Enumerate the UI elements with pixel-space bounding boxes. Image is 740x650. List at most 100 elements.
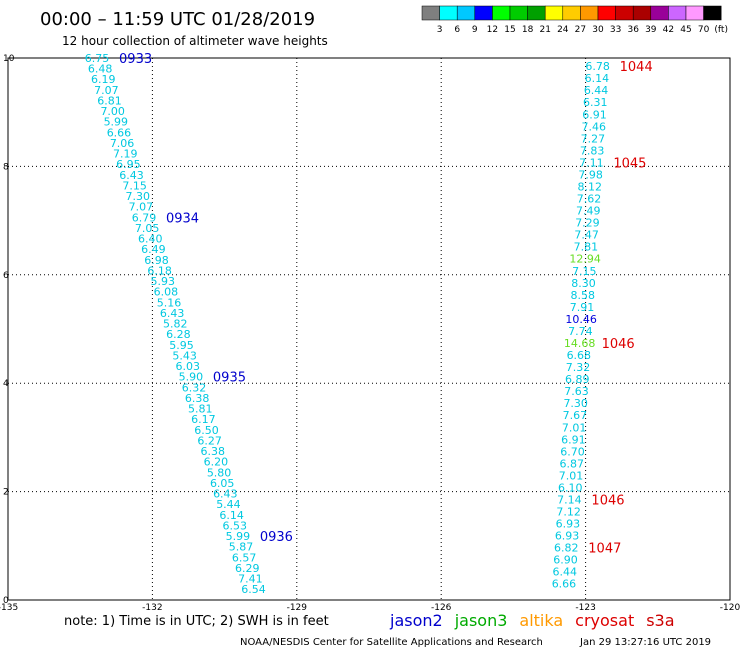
swh-value: 7.46 — [581, 120, 606, 133]
swh-value: 7.49 — [576, 205, 601, 218]
swh-value: 5.93 — [150, 275, 175, 288]
legend-swatch — [615, 5, 634, 21]
legend-swatch — [456, 5, 476, 21]
y-tick-label: 2 — [3, 488, 9, 498]
swh-value: 7.07 — [94, 84, 119, 97]
swh-value: 7.30 — [125, 190, 150, 203]
swh-value: 6.54 — [241, 583, 266, 596]
swh-value: 7.12 — [556, 506, 581, 519]
satellite-label-s3a: s3a — [646, 611, 674, 630]
swh-value: 7.81 — [574, 241, 599, 254]
legend-label: 9 — [472, 25, 478, 35]
swh-value: 6.38 — [185, 392, 210, 405]
legend-swatch — [544, 5, 564, 21]
swh-value: 7.01 — [562, 421, 587, 434]
grid-lines — [8, 58, 730, 600]
swh-value: 6.40 — [138, 233, 163, 246]
swh-value: 6.18 — [147, 264, 172, 277]
x-tick-label: -132 — [142, 603, 162, 613]
swh-value: 6.48 — [88, 63, 113, 76]
legend-swatch — [421, 5, 440, 21]
swh-value: 8.30 — [571, 277, 596, 290]
chart-subtitle: 12 hour collection of altimeter wave hei… — [62, 34, 328, 48]
y-tick-label: 4 — [3, 379, 9, 389]
swh-value: 7.06 — [110, 137, 135, 150]
swh-value: 7.98 — [578, 168, 603, 181]
legend-label: 36 — [627, 25, 639, 35]
legend-label: (ft) — [714, 25, 728, 35]
satellite-label-cryosat: cryosat — [575, 611, 634, 630]
swh-value: 6.29 — [235, 562, 260, 575]
swh-value: 5.87 — [229, 541, 254, 554]
swh-value: 6.98 — [144, 254, 169, 267]
swh-value: 5.44 — [216, 498, 241, 511]
swh-value: 6.38 — [201, 445, 226, 458]
swh-value: 10.46 — [565, 313, 597, 326]
swh-value: 7.32 — [566, 361, 591, 374]
swh-value: 6.66 — [107, 126, 132, 139]
legend-label: 21 — [539, 25, 550, 35]
swh-value: 7.07 — [129, 201, 154, 214]
swh-value: 6.53 — [222, 519, 247, 532]
legend-swatch — [650, 5, 669, 21]
swh-value: 5.95 — [169, 339, 194, 352]
swh-value: 6.27 — [197, 434, 222, 447]
legend-swatch — [703, 5, 722, 21]
swh-value: 6.44 — [552, 566, 577, 579]
legend-swatch — [509, 5, 528, 21]
swh-value: 6.81 — [97, 94, 122, 107]
swh-value: 6.49 — [141, 243, 166, 256]
legend-swatch — [474, 5, 493, 21]
satellite-label-jason3: jason3 — [454, 611, 508, 630]
time-label: 1045 — [613, 156, 646, 171]
legend-swatch — [439, 5, 458, 21]
swh-value: 8.58 — [570, 289, 595, 302]
legend-swatch — [668, 5, 687, 21]
legend-swatch — [685, 5, 704, 21]
plot-frame — [7, 57, 731, 601]
y-tick-label: 0 — [3, 596, 9, 606]
legend-swatch — [562, 5, 581, 21]
swh-value: 7.15 — [572, 265, 597, 278]
legend-label: 12 — [487, 25, 498, 35]
swh-value: 6.57 — [232, 551, 257, 564]
swh-value: 6.17 — [191, 413, 216, 426]
swh-value: 5.43 — [172, 349, 197, 362]
swh-value: 7.19 — [113, 148, 138, 161]
swh-value: 6.78 — [585, 60, 610, 73]
axis-ticks: -135 -132 -129 -126 -123 -120 0 2 4 6 8 10 — [0, 54, 740, 613]
swh-value: 5.90 — [179, 371, 204, 384]
y-tick-label: 8 — [3, 162, 9, 172]
swh-value: 6.10 — [558, 481, 583, 494]
time-label: 1046 — [591, 493, 624, 508]
swh-value: 6.19 — [91, 73, 116, 86]
legend-swatch — [632, 5, 652, 21]
swh-value: 6.89 — [565, 373, 590, 386]
swh-value: 6.82 — [554, 542, 579, 555]
color-scale-legend: 3 6 9 12 15 18 21 24 27 30 33 36 39 42 45 70 (ft) — [421, 5, 728, 35]
swh-value: 7.47 — [574, 229, 599, 242]
footer-credit: NOAA/NESDIS Center for Satellite Applica… — [240, 637, 543, 648]
swh-value: 5.16 — [157, 296, 182, 309]
legend-label: 70 — [698, 25, 710, 35]
y-tick-label: 10 — [3, 54, 15, 64]
swh-value: 7.01 — [559, 469, 584, 482]
chart-title: 00:00 – 11:59 UTC 01/28/2019 — [40, 9, 315, 30]
swh-value: 5.80 — [207, 466, 232, 479]
legend-label: 15 — [504, 25, 515, 35]
legend-label: 3 — [437, 25, 443, 35]
swh-value: 6.93 — [556, 518, 581, 531]
swh-value: 6.93 — [555, 530, 580, 543]
legend-swatch — [527, 5, 546, 21]
swh-value: 8.12 — [578, 181, 603, 194]
swh-value: 6.50 — [194, 424, 219, 437]
swh-value: 6.79 — [132, 211, 157, 224]
legend-label: 30 — [592, 25, 604, 35]
x-tick-label: -126 — [431, 603, 452, 613]
legend-label: 33 — [610, 25, 621, 35]
satellite-label-jason2: jason2 — [389, 611, 443, 630]
swh-value: 6.75 — [85, 52, 110, 65]
swh-value: 7.91 — [570, 301, 595, 314]
satellite-tracks: 6.756.486.197.076.817.005.996.667.067.19… — [85, 52, 653, 596]
swh-value: 6.91 — [561, 433, 586, 446]
